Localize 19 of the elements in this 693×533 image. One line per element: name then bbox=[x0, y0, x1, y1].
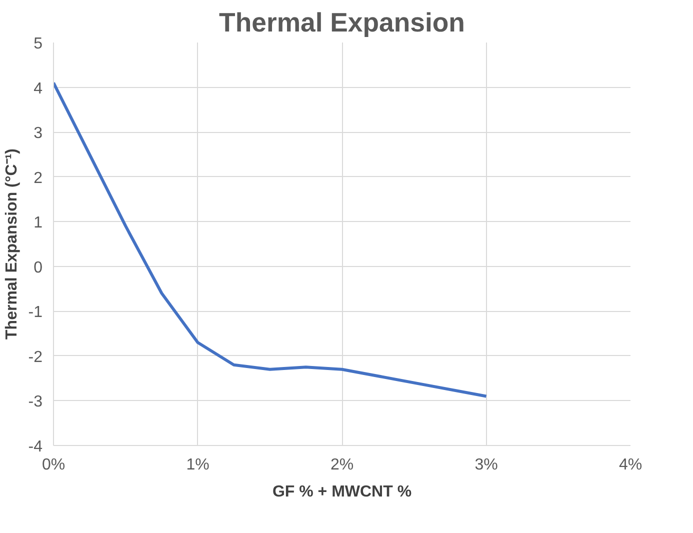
x-tick-label: 2% bbox=[330, 456, 354, 474]
x-tick-label: 1% bbox=[186, 456, 210, 474]
x-tick-label: 3% bbox=[474, 456, 498, 474]
y-tick-label: 2 bbox=[34, 170, 43, 187]
chart-title: Thermal Expansion bbox=[219, 8, 465, 38]
y-tick-label: 4 bbox=[34, 80, 43, 98]
y-tick-label: 5 bbox=[34, 36, 43, 52]
y-tick-label: -3 bbox=[28, 394, 43, 411]
line-series bbox=[54, 81, 488, 398]
y-tick-label: 3 bbox=[34, 125, 43, 142]
y-tick-label: 0 bbox=[34, 259, 43, 276]
x-axis-title: GF % + MWCNT % bbox=[272, 484, 412, 500]
y-tick-label: 1 bbox=[34, 214, 43, 232]
y-tick-label: -1 bbox=[28, 304, 43, 322]
x-tick-label: 4% bbox=[618, 456, 642, 474]
y-tick-label: -4 bbox=[28, 438, 43, 456]
x-tick-label: 0% bbox=[42, 456, 66, 474]
y-axis-title: Thermal Expansion (°C⁻¹) bbox=[3, 148, 20, 340]
y-tick-label: -2 bbox=[28, 348, 43, 366]
